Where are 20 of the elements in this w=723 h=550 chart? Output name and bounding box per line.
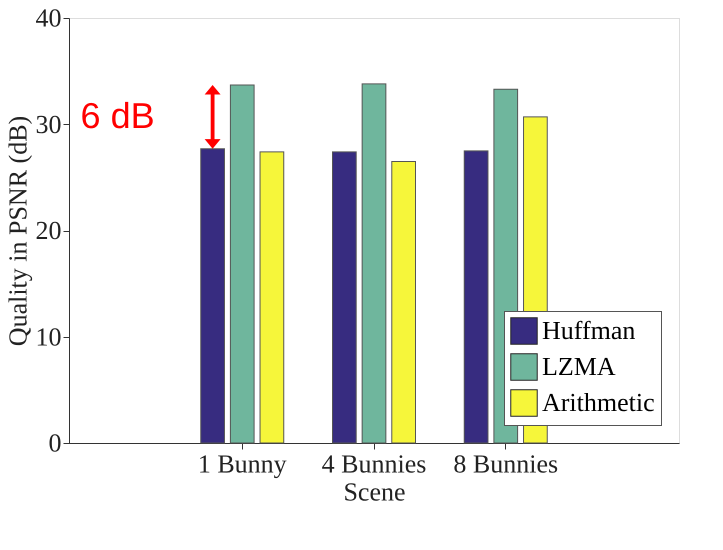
bar <box>332 151 357 444</box>
y-tick-label: 0 <box>48 428 62 458</box>
x-tick-label: 1 Bunny <box>198 450 287 478</box>
x-tick-label: 8 Bunnies <box>453 450 558 478</box>
bar <box>260 151 284 444</box>
bar <box>391 160 416 444</box>
x-tick-label: 4 Bunnies <box>322 450 426 478</box>
legend-label: LZMA <box>542 352 616 381</box>
x-axis-title: Scene <box>343 478 406 506</box>
y-axis-title: Quality in PSNR (dB) <box>4 116 32 346</box>
y-tick-label: 40 <box>36 4 62 32</box>
bar <box>362 83 386 444</box>
y-tick-label: 20 <box>36 216 62 245</box>
y-tick-label: 30 <box>36 110 62 139</box>
annotation: 6 dB <box>80 94 155 136</box>
legend-label: Arithmetic <box>542 388 655 417</box>
bar <box>464 150 488 444</box>
y-tick-label: 10 <box>36 322 62 352</box>
legend-label: Huffman <box>542 316 636 345</box>
bar <box>230 84 255 444</box>
